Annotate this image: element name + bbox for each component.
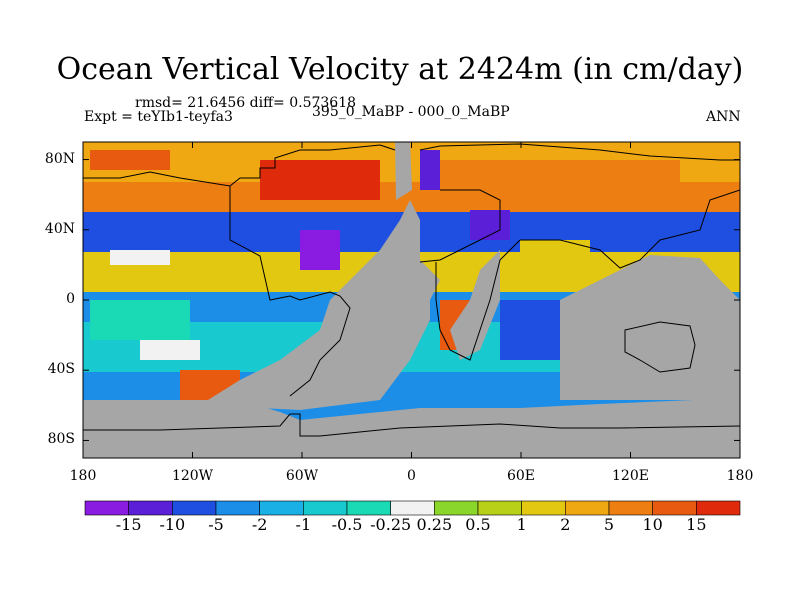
axis-ticks <box>82 142 741 458</box>
colorbar-swatch <box>259 500 304 516</box>
ocean-patch <box>300 230 340 270</box>
ocean-patch <box>440 160 680 190</box>
colorbar-tick-label: 2 <box>560 515 571 534</box>
colorbar-swatch <box>215 500 260 516</box>
colorbar-tick-label: 1 <box>516 515 527 534</box>
colorbar-tick-label: -0.25 <box>370 515 412 534</box>
stats-label: rmsd= 21.6456 diff= 0.573618 <box>135 95 357 111</box>
outline-australia <box>624 321 696 373</box>
outline-eurasia-north <box>419 143 740 161</box>
colorbar-swatch <box>521 500 566 516</box>
map-title: Ocean Vertical Velocity at 2424m (in cm/… <box>56 52 744 87</box>
colorbar-tick-label: 5 <box>603 515 615 534</box>
ocean-patch <box>110 250 170 265</box>
outline-north-america <box>83 144 396 187</box>
ocean-patch <box>420 150 440 190</box>
ocean-patch <box>520 240 590 280</box>
outline-antarctica <box>83 413 740 437</box>
lon-tick-label: 120W <box>171 468 214 484</box>
land-indian-pacific <box>560 255 740 400</box>
lat-tick-label: 0 <box>66 291 75 307</box>
ocean-patch <box>140 340 200 360</box>
colorbar-tick-label: 10 <box>642 515 663 534</box>
colorbar-tick-label: -10 <box>159 515 186 534</box>
colorbar-swatch <box>128 500 173 516</box>
comparison-label: 395_0_MaBP - 000_0_MaBP <box>312 104 510 120</box>
colorbar-tick-label: -2 <box>251 515 268 534</box>
colorbar-tick-label: 0.25 <box>416 515 453 534</box>
outline-europe <box>419 189 501 263</box>
outline-africa <box>435 239 521 361</box>
colorbar-swatch <box>477 500 522 516</box>
continent-outlines <box>83 143 740 437</box>
lat-tick-label: 40S <box>47 361 75 378</box>
lon-tick-label: 180 <box>726 468 754 484</box>
colorbar-tick-label: -1 <box>295 515 312 534</box>
colorbar <box>84 500 741 516</box>
colorbar-swatch <box>565 500 610 516</box>
colorbar-swatch <box>608 500 653 516</box>
colorbar-swatch <box>84 500 129 516</box>
land-north-atlantic <box>330 200 440 300</box>
lat-tick-label: 80S <box>47 431 75 448</box>
colorbar-tick-label: 0.5 <box>465 515 491 534</box>
lat-tick-label: 40N <box>44 220 75 237</box>
colorbar-tick-label: 15 <box>686 515 707 534</box>
colorbar-swatch <box>652 500 697 516</box>
outline-asia <box>520 189 740 269</box>
colorbar-swatch <box>303 500 348 516</box>
colorbar-swatch <box>696 500 741 516</box>
colorbar-tick-label: -15 <box>115 515 142 534</box>
lon-tick-label: 60E <box>506 468 536 484</box>
colorbar-swatch <box>434 500 479 516</box>
land-arctic-strait <box>395 142 412 200</box>
lon-tick-label: 180 <box>69 468 97 484</box>
experiment-label: Expt = teYIb1-teyfa3 <box>84 109 233 125</box>
lon-tick-label: 60W <box>285 468 319 484</box>
land-africa <box>450 250 500 360</box>
map-plot-area <box>83 142 740 458</box>
lon-tick-label: 120E <box>612 468 649 484</box>
colorbar-tick-label: -0.5 <box>331 515 363 534</box>
land-south-america-atlantic <box>200 285 430 410</box>
outline-americas <box>229 186 351 397</box>
ocean-patch <box>90 300 190 340</box>
ocean-patch <box>90 150 170 170</box>
ocean-patch <box>260 160 380 200</box>
colorbar-swatch <box>390 500 435 516</box>
colorbar-tick-label: -5 <box>208 515 224 534</box>
lon-tick-label: 0 <box>407 468 416 484</box>
ocean-patch <box>500 300 570 360</box>
colorbar-swatch <box>172 500 217 516</box>
lat-tick-label: 80N <box>44 150 75 167</box>
colorbar-swatch <box>346 500 391 516</box>
season-label: ANN <box>706 109 741 125</box>
